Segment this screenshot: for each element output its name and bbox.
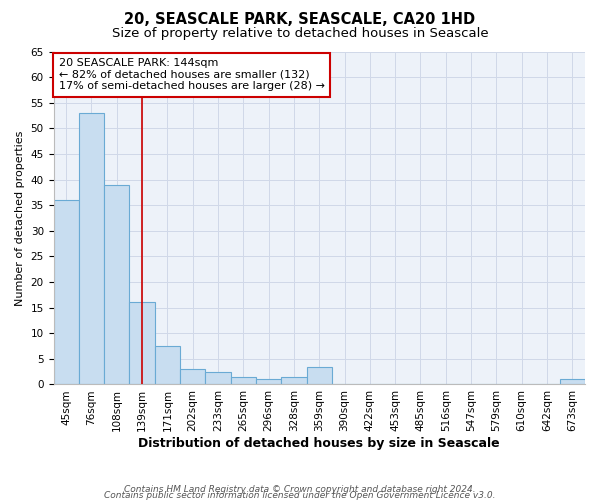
Text: 20 SEASCALE PARK: 144sqm
← 82% of detached houses are smaller (132)
17% of semi-: 20 SEASCALE PARK: 144sqm ← 82% of detach…	[59, 58, 325, 92]
Bar	[560, 380, 585, 384]
Bar	[53, 200, 79, 384]
Text: 20, SEASCALE PARK, SEASCALE, CA20 1HD: 20, SEASCALE PARK, SEASCALE, CA20 1HD	[124, 12, 476, 28]
Bar	[307, 366, 332, 384]
Bar	[180, 369, 205, 384]
Bar	[79, 113, 104, 384]
Bar	[155, 346, 180, 385]
Bar	[130, 302, 155, 384]
Bar	[256, 380, 281, 384]
Text: Size of property relative to detached houses in Seascale: Size of property relative to detached ho…	[112, 28, 488, 40]
Bar	[281, 377, 307, 384]
Bar	[205, 372, 230, 384]
Text: Contains HM Land Registry data © Crown copyright and database right 2024.: Contains HM Land Registry data © Crown c…	[124, 485, 476, 494]
Bar	[104, 184, 130, 384]
Y-axis label: Number of detached properties: Number of detached properties	[15, 130, 25, 306]
Text: Contains public sector information licensed under the Open Government Licence v3: Contains public sector information licen…	[104, 490, 496, 500]
Bar	[230, 377, 256, 384]
X-axis label: Distribution of detached houses by size in Seascale: Distribution of detached houses by size …	[139, 437, 500, 450]
